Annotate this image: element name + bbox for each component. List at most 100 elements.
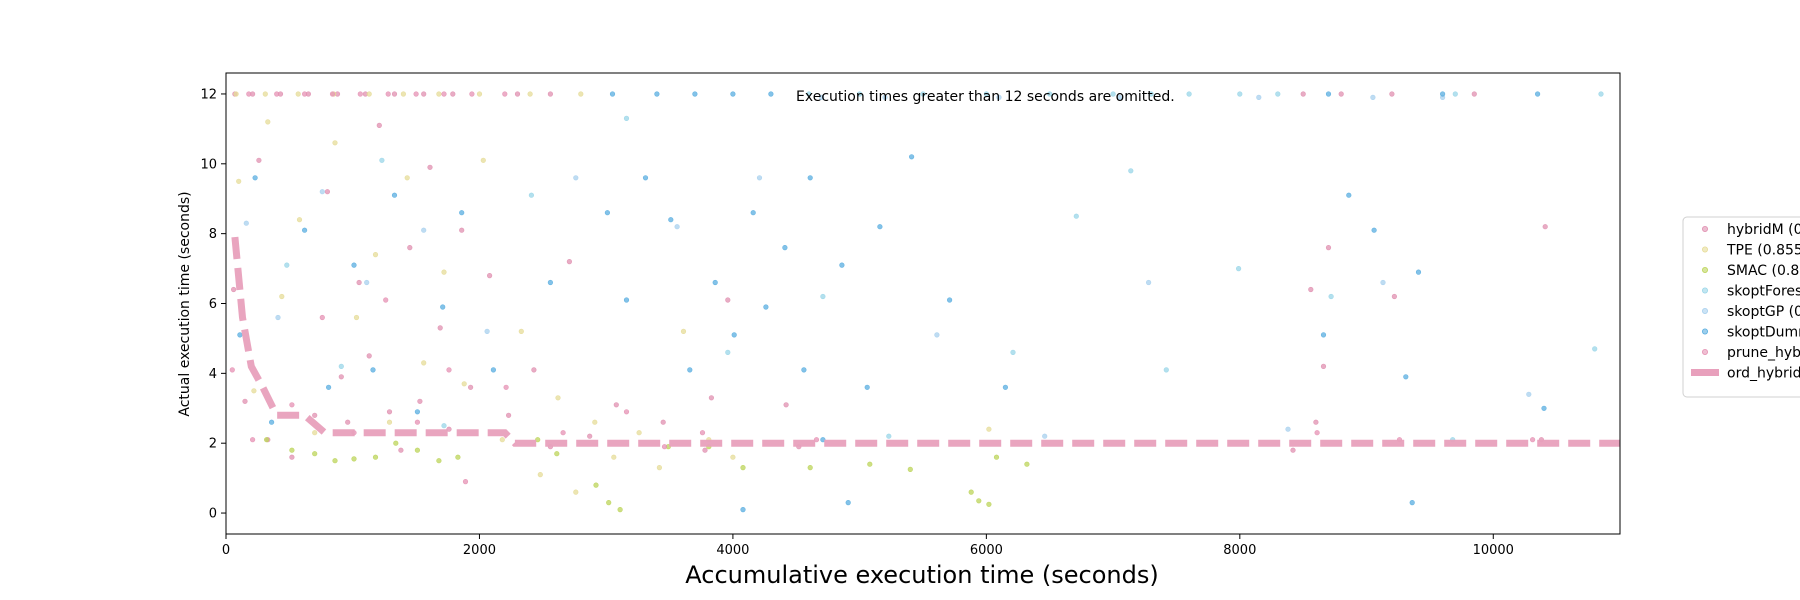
data-point	[692, 91, 698, 97]
data-point	[414, 447, 421, 453]
data-point	[345, 419, 351, 425]
data-point	[609, 91, 616, 97]
data-point	[436, 91, 442, 97]
data-point	[459, 227, 465, 233]
x-axis-ticks: 0 2000 4000 6000 8000 10000	[222, 534, 1514, 558]
data-point	[364, 279, 370, 286]
x-tick-label: 4000	[716, 543, 749, 558]
data-point	[946, 297, 953, 303]
data-point	[1328, 293, 1334, 300]
data-point	[1275, 91, 1281, 97]
data-point	[702, 447, 708, 453]
data-point	[593, 482, 599, 488]
data-point	[462, 479, 469, 485]
data-point	[807, 175, 813, 181]
data-point	[243, 220, 249, 226]
x-tick-label: 2000	[463, 543, 496, 558]
data-point	[1325, 91, 1332, 97]
data-point	[1186, 91, 1192, 97]
data-point	[740, 507, 746, 513]
data-point	[514, 91, 521, 97]
data-point	[421, 91, 427, 97]
data-point	[490, 367, 497, 373]
data-point	[332, 140, 338, 146]
data-point	[1439, 91, 1446, 97]
data-point	[642, 175, 649, 181]
data-point	[986, 426, 992, 432]
data-point	[421, 360, 427, 366]
data-point	[820, 293, 826, 300]
legend-label: TPE (0.855	[1726, 243, 1800, 259]
data-point	[229, 367, 235, 373]
data-point	[252, 175, 258, 181]
data-point	[993, 454, 1000, 460]
x-tick-label: 6000	[970, 543, 1003, 558]
y-tick-label: 6	[209, 297, 217, 312]
data-point	[329, 91, 336, 97]
data-point	[623, 409, 630, 415]
data-point	[459, 210, 465, 216]
legend-label: skoptDummy	[1727, 325, 1800, 341]
data-point	[407, 245, 413, 251]
data-point	[312, 451, 318, 457]
data-point	[907, 466, 913, 473]
legend-swatch	[1702, 246, 1709, 253]
y-axis-title: Actual execution time (seconds)	[177, 191, 193, 416]
data-point	[623, 297, 630, 303]
data-point	[302, 91, 308, 97]
data-point	[502, 91, 508, 97]
data-point	[1370, 94, 1376, 100]
data-point	[606, 500, 612, 506]
data-point	[264, 437, 270, 443]
data-point	[1592, 346, 1598, 352]
x-axis-title: Accumulative execution time (seconds)	[685, 561, 1159, 589]
data-point	[578, 91, 584, 97]
data-point	[1042, 433, 1048, 439]
data-point	[731, 332, 737, 338]
legend-label: skoptGP (0	[1727, 304, 1800, 320]
data-point	[1002, 384, 1009, 390]
data-point	[1237, 91, 1243, 97]
data-point	[413, 91, 419, 97]
data-point	[372, 252, 379, 258]
y-tick-label: 10	[200, 157, 217, 172]
data-point	[660, 419, 666, 425]
data-point	[1256, 94, 1262, 100]
data-point	[461, 381, 467, 387]
data-point	[295, 91, 301, 97]
data-point	[886, 433, 892, 439]
data-point	[783, 402, 789, 408]
data-point	[1300, 91, 1306, 97]
data-point	[708, 395, 715, 401]
data-point	[845, 500, 851, 506]
data-point	[1308, 286, 1314, 293]
data-point	[656, 465, 663, 471]
data-point	[1541, 405, 1547, 411]
data-point	[531, 367, 537, 373]
data-point	[623, 115, 630, 121]
x-tick-label: 8000	[1223, 543, 1256, 558]
data-point	[351, 262, 357, 268]
data-point	[312, 430, 318, 436]
data-point	[437, 325, 443, 331]
data-point	[338, 374, 344, 380]
data-point	[476, 91, 483, 97]
data-point	[1542, 224, 1548, 230]
data-point	[750, 210, 756, 216]
data-point	[269, 419, 275, 425]
data-point	[908, 154, 915, 160]
data-point	[275, 314, 281, 321]
trend-line	[231, 236, 1620, 447]
data-point	[450, 91, 456, 97]
data-point	[1163, 367, 1169, 373]
x-tick-label: 10000	[1473, 543, 1514, 558]
data-point	[289, 402, 295, 408]
data-point	[484, 328, 490, 335]
data-point	[856, 91, 863, 97]
data-point	[617, 507, 623, 513]
legend-label: skoptForest	[1727, 284, 1800, 300]
x-tick-label: 0	[222, 543, 230, 558]
data-point	[725, 297, 731, 303]
data-point	[661, 444, 668, 450]
